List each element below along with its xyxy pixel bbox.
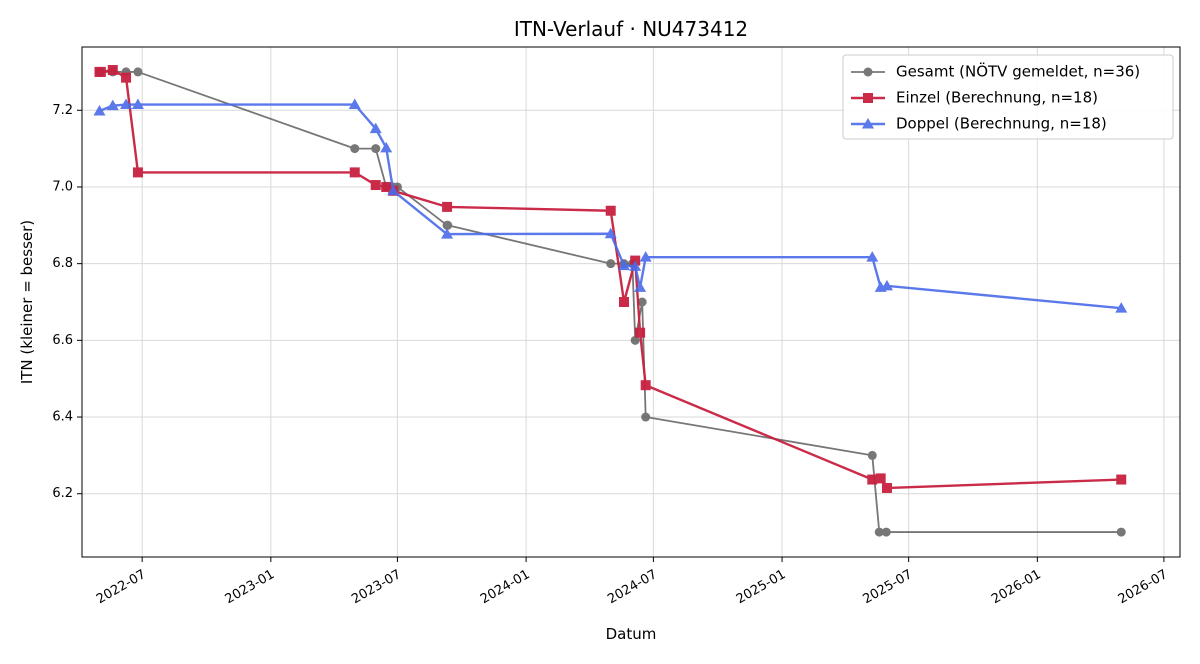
data-point-gesamt [630, 335, 640, 345]
data-point-doppel [106, 99, 119, 111]
data-point-doppel [93, 105, 106, 116]
data-point-gesamt [133, 67, 143, 77]
data-point-doppel [629, 260, 642, 271]
data-point-gesamt [443, 220, 453, 230]
legend-label-doppel: Doppel (Berechnung, n=18) [896, 115, 1107, 133]
y-axis-label: ITN (kleiner = besser) [18, 220, 36, 384]
data-point-einzel [370, 180, 381, 191]
legend-item-gesamt [851, 67, 885, 77]
data-point-doppel [441, 228, 454, 239]
series-doppel [93, 98, 1128, 313]
legend-marker-gesamt [863, 67, 873, 77]
legend-box [842, 54, 1174, 140]
legend-label-gesamt: Gesamt (NÖTV gemeldet, n=36) [896, 62, 1140, 81]
legend-marker-doppel [862, 118, 874, 129]
data-point-doppel [380, 141, 393, 153]
data-point-einzel [121, 72, 132, 83]
data-point-einzel [442, 201, 453, 212]
data-point-einzel [867, 474, 878, 485]
data-point-gesamt [637, 297, 647, 307]
data-point-doppel [120, 98, 133, 110]
data-point-einzel [1116, 474, 1127, 485]
data-point-gesamt [1116, 527, 1126, 537]
data-point-doppel [634, 281, 647, 292]
plot-frame [81, 46, 1181, 558]
legend-items: Gesamt (NÖTV gemeldet, n=36) Einzel (Bere… [851, 62, 1140, 133]
data-point-gesamt [371, 144, 381, 154]
y-tick-label: 6.8 [52, 256, 73, 271]
data-point-gesamt [874, 527, 884, 537]
data-point-doppel [131, 98, 144, 110]
data-point-doppel [880, 279, 893, 291]
x-axis-label: Datum [606, 625, 657, 643]
y-tick-label: 6.6 [52, 333, 73, 348]
data-point-einzel [619, 297, 630, 307]
data-point-doppel [618, 259, 631, 271]
data-point-einzel [349, 167, 360, 178]
data-point-einzel [381, 181, 392, 192]
data-point-einzel [635, 327, 646, 338]
chart-title: ITN-Verlauf · NU473412 [514, 17, 748, 41]
data-point-gesamt [606, 259, 616, 269]
data-point-doppel [866, 251, 879, 262]
data-point-doppel [639, 251, 652, 262]
legend-item-doppel [851, 118, 885, 129]
y-tick-label: 7.0 [52, 179, 73, 194]
y-tick-label: 7.2 [52, 103, 73, 118]
legend-marker-einzel [863, 93, 873, 103]
y-tick-label: 6.2 [52, 486, 73, 501]
data-point-einzel [640, 380, 651, 391]
data-point-doppel [1115, 302, 1128, 313]
data-point-doppel [604, 227, 617, 239]
data-point-einzel [132, 167, 143, 178]
data-point-doppel [387, 184, 400, 196]
data-point-einzel [881, 482, 892, 493]
data-point-gesamt [867, 450, 877, 460]
data-point-einzel [107, 65, 118, 76]
y-tick-label: 6.4 [52, 410, 73, 425]
data-point-gesamt [641, 412, 651, 422]
data-point-gesamt [350, 144, 360, 154]
legend-item-einzel [851, 93, 885, 103]
data-point-einzel [95, 66, 106, 77]
legend-label-einzel: Einzel (Berechnung, n=18) [896, 89, 1098, 107]
data-point-einzel [605, 205, 616, 216]
series-layer [93, 65, 1128, 537]
legend: Gesamt (NÖTV gemeldet, n=36) Einzel (Bere… [842, 54, 1174, 140]
data-point-gesamt [881, 527, 891, 537]
data-point-doppel [369, 122, 382, 134]
data-point-doppel [348, 98, 361, 110]
data-point-einzel [875, 473, 886, 484]
